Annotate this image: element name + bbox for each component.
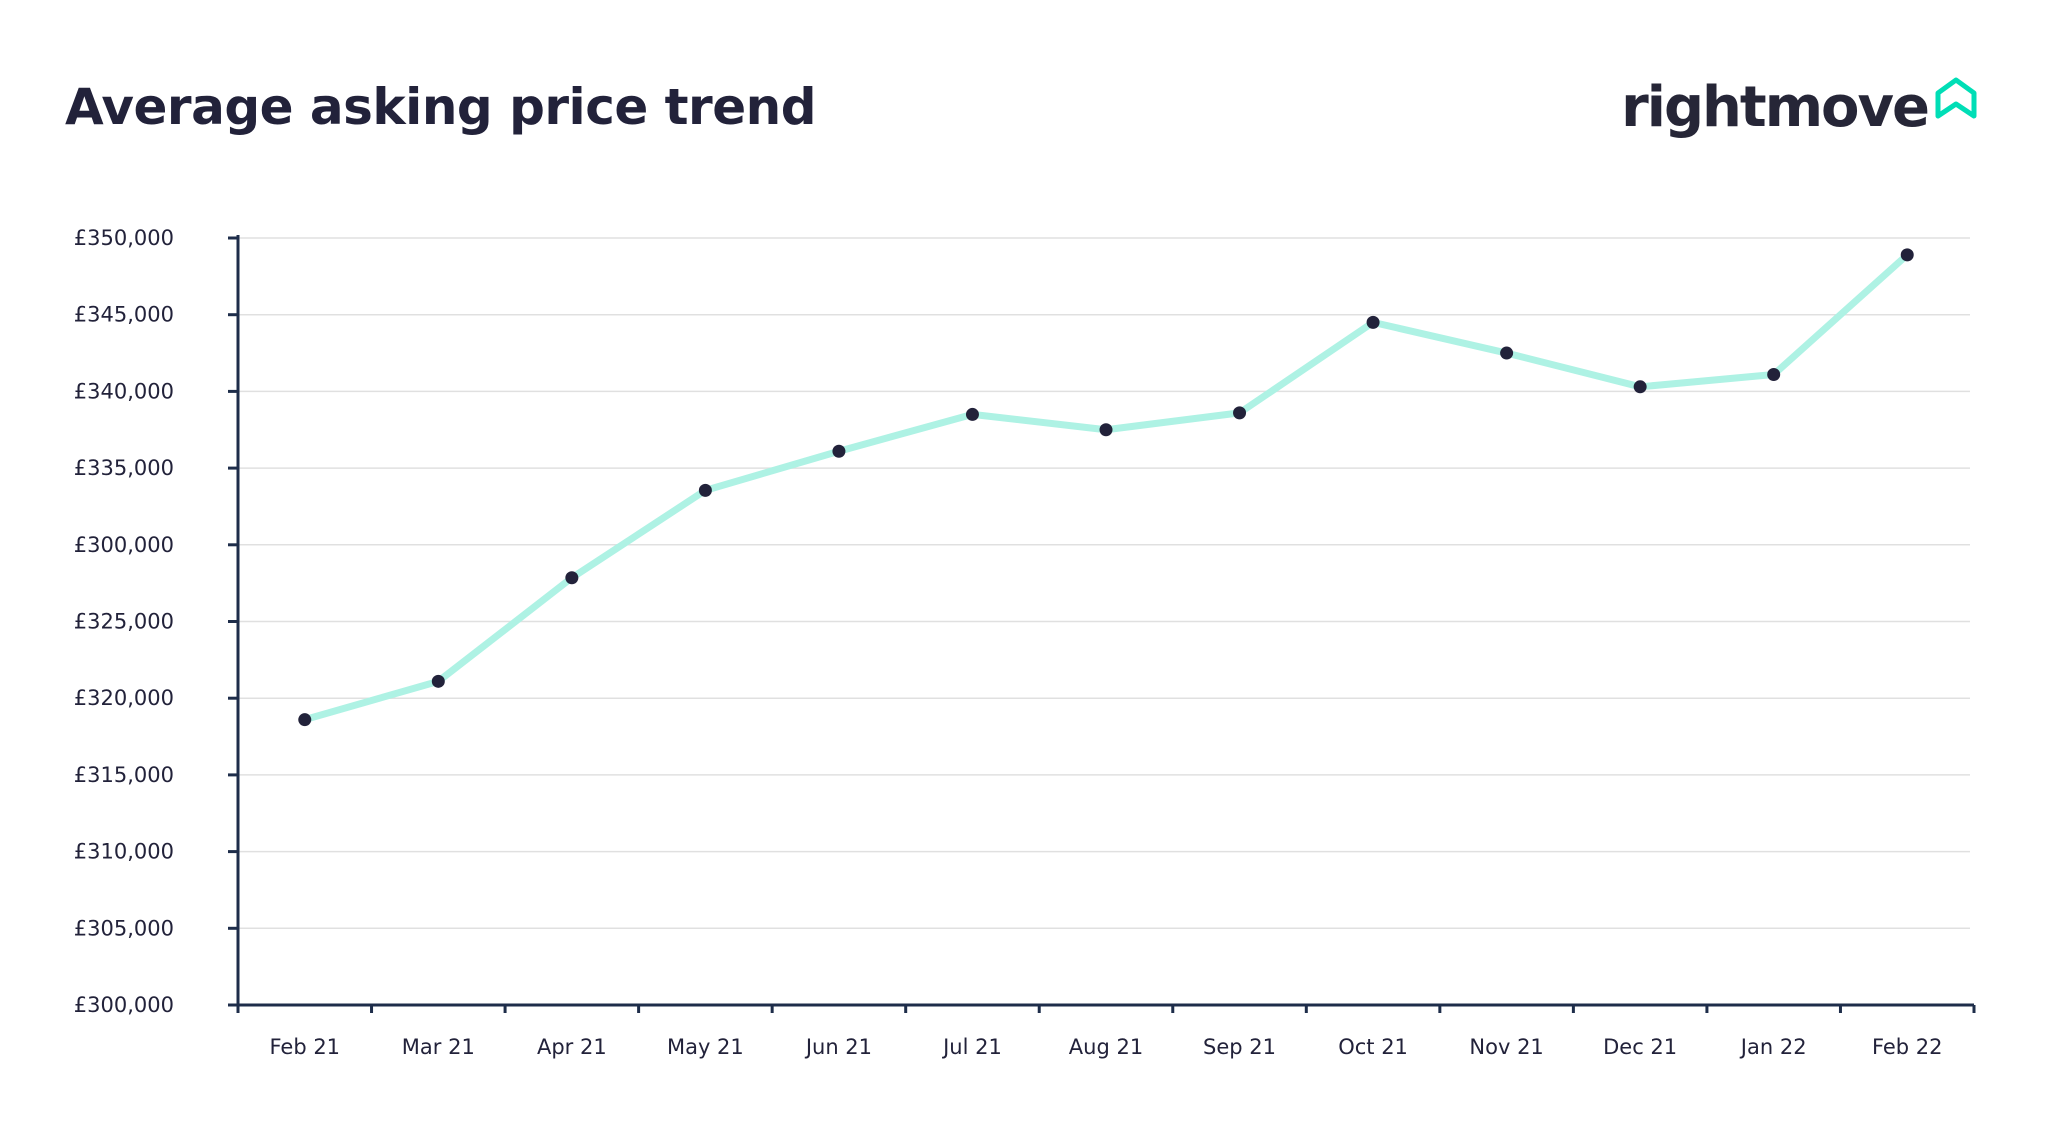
- x-tick-label: Feb 22: [1872, 1035, 1943, 1059]
- x-tick-label: Oct 21: [1338, 1035, 1408, 1059]
- y-tick-label: £350,000: [74, 226, 174, 250]
- rightmove-logo: rightmove: [1621, 76, 1978, 136]
- x-tick-label: Nov 21: [1469, 1035, 1543, 1059]
- y-tick-label: £300,000: [74, 533, 174, 557]
- y-tick-label: £320,000: [74, 686, 174, 710]
- data-point: [1366, 315, 1380, 329]
- x-tick-label: Jun 21: [804, 1035, 872, 1059]
- y-tick-label: £315,000: [74, 763, 174, 787]
- y-tick-label: £305,000: [74, 916, 174, 940]
- house-icon: [1935, 77, 1977, 119]
- y-tick-label: £335,000: [74, 456, 174, 480]
- y-tick-label: £300,000: [74, 993, 174, 1017]
- data-point: [965, 407, 979, 421]
- data-point: [1099, 423, 1113, 437]
- x-tick-label: May 21: [667, 1035, 744, 1059]
- data-point: [431, 674, 445, 688]
- data-point: [1633, 380, 1647, 394]
- series-line: [303, 252, 1910, 724]
- y-tick-label: £325,000: [74, 610, 174, 634]
- data-point: [832, 444, 846, 458]
- data-point: [298, 713, 312, 727]
- data-point: [1500, 346, 1514, 360]
- x-tick-label: Jul 21: [941, 1035, 1002, 1059]
- x-tick-label: Sep 21: [1203, 1035, 1276, 1059]
- x-tick-label: Aug 21: [1069, 1035, 1143, 1059]
- logo-text: rightmove: [1621, 75, 1930, 140]
- data-point: [1233, 406, 1247, 420]
- x-tick-label: Dec 21: [1603, 1035, 1677, 1059]
- x-tick-label: Apr 21: [537, 1035, 607, 1059]
- x-tick-label: Jan 22: [1739, 1035, 1807, 1059]
- x-tick-label: Mar 21: [402, 1035, 475, 1059]
- y-tick-label: £345,000: [74, 303, 174, 327]
- page-title: Average asking price trend: [65, 78, 817, 136]
- data-point: [565, 571, 579, 585]
- y-tick-label: £340,000: [74, 379, 174, 403]
- data-point: [1767, 368, 1781, 382]
- data-point: [1900, 248, 1914, 262]
- y-tick-label: £310,000: [74, 840, 174, 864]
- data-point: [698, 483, 712, 497]
- x-tick-label: Feb 21: [269, 1035, 340, 1059]
